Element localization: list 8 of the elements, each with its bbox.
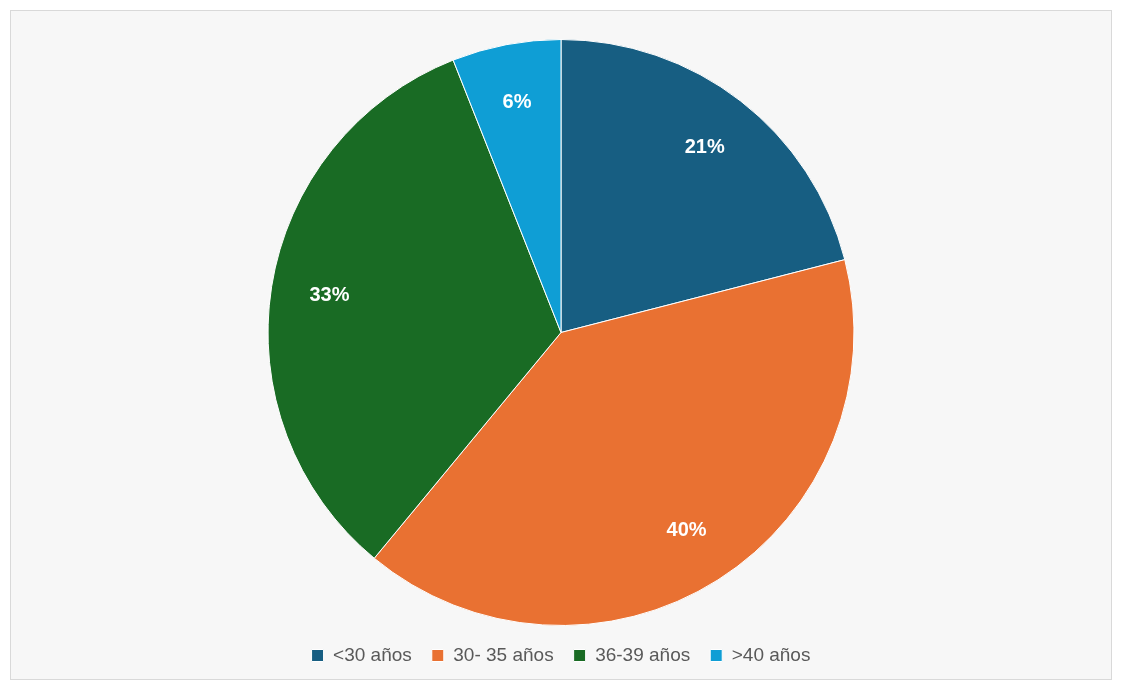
legend-label: >40 años <box>731 643 811 665</box>
data-label: 40% <box>666 517 707 540</box>
data-label: 6% <box>502 89 532 112</box>
data-label: 21% <box>684 134 725 157</box>
legend-label: <30 años <box>333 643 412 665</box>
data-label: 33% <box>309 283 350 306</box>
legend-label: 36-39 años <box>595 643 691 665</box>
legend-label: 30- 35 años <box>453 643 554 665</box>
